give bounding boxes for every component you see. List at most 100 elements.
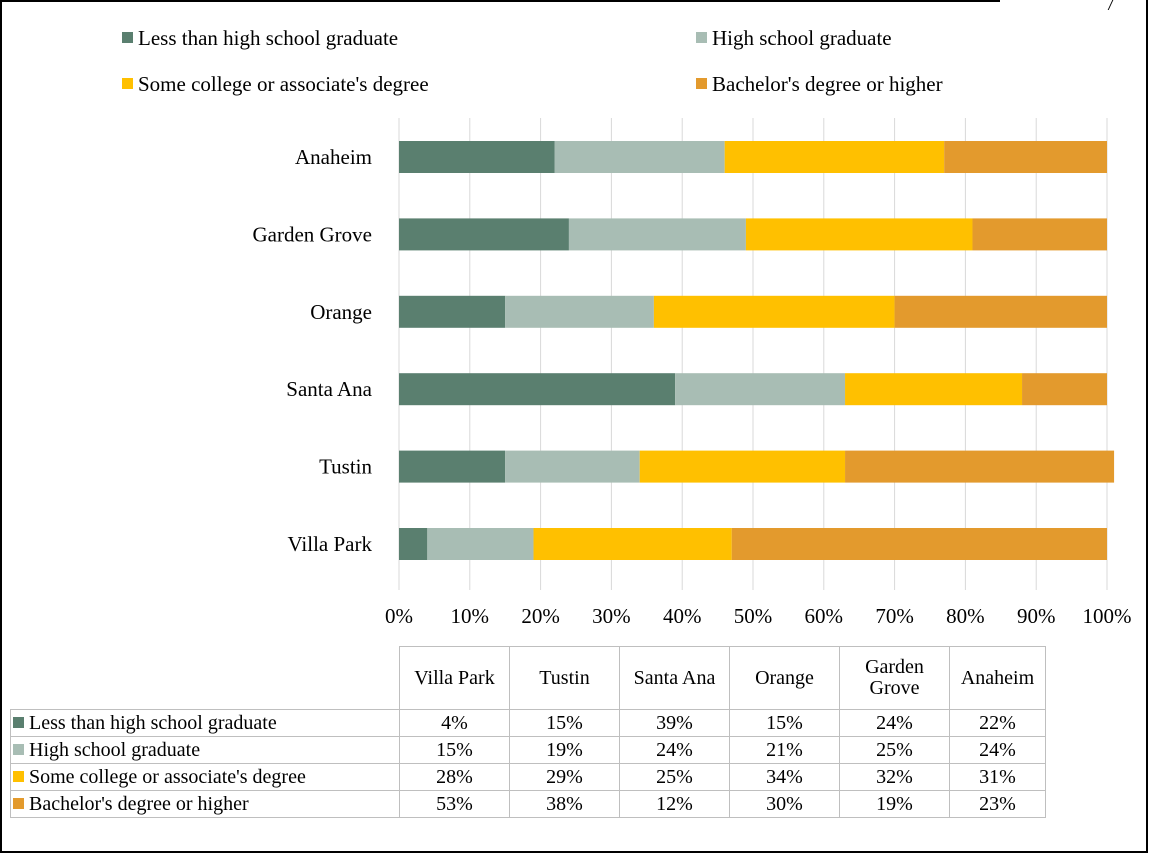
category-label: Anaheim (295, 145, 372, 169)
table-cell: 32% (839, 763, 950, 791)
bar-segment (399, 450, 506, 483)
legend-swatch-some-college (122, 78, 133, 89)
table-row-label: High school graduate (10, 736, 400, 764)
table-cell: 25% (619, 763, 730, 791)
table-cell: 24% (839, 709, 950, 737)
table-col-header: Garden Grove (839, 646, 950, 710)
bars (399, 141, 1115, 560)
x-tick-label: 0% (385, 604, 413, 628)
category-label: Garden Grove (252, 222, 372, 246)
table-cell: 24% (619, 736, 730, 764)
bar-segment (568, 218, 746, 251)
bar-segment (1022, 373, 1107, 406)
table-cell: 15% (509, 709, 620, 737)
bar-segment (505, 450, 640, 483)
table-col-header: Anaheim (949, 646, 1046, 710)
table-cell: 23% (949, 790, 1046, 818)
table-cell: 24% (949, 736, 1046, 764)
table-cell: 22% (949, 709, 1046, 737)
bar-segment (399, 141, 555, 173)
legend-swatch-less-than-hs (122, 32, 133, 43)
table-header-row: Villa Park Tustin Santa Ana Orange Garde… (10, 646, 1046, 710)
table-cell: 34% (729, 763, 840, 791)
bar-segment (639, 450, 846, 483)
table-cell: 15% (399, 736, 510, 764)
table-cell: 28% (399, 763, 510, 791)
table-cell: 21% (729, 736, 840, 764)
table-col-header: Santa Ana (619, 646, 730, 710)
bar-segment (724, 141, 945, 173)
bar-segment (399, 218, 569, 251)
table-row: Bachelor's degree or higher 53% 38% 12% … (10, 790, 1046, 818)
bar-segment (399, 295, 506, 328)
legend-swatch-less-than-hs (13, 716, 24, 728)
legend-swatch-bachelors (13, 797, 24, 809)
table-cell: 53% (399, 790, 510, 818)
bar-segment (972, 218, 1107, 251)
category-label: Santa Ana (286, 377, 372, 401)
table-row: Some college or associate's degree 28% 2… (10, 763, 1046, 791)
bar-segment (399, 528, 428, 560)
bar-segment (533, 528, 732, 560)
bar-segment (505, 295, 654, 328)
x-tick-label: 50% (734, 604, 773, 628)
bar-segment (845, 373, 1023, 406)
bar-segment (653, 295, 895, 328)
bar-segment (894, 295, 1107, 328)
x-tick-label: 30% (592, 604, 631, 628)
table-col-header: Tustin (509, 646, 620, 710)
bar-segment (944, 141, 1107, 173)
legend-label: Some college or associate's degree (138, 72, 429, 96)
legend: Less than high school graduate High schoo… (122, 26, 943, 96)
x-tick-label: 80% (946, 604, 985, 628)
table-cell: 19% (839, 790, 950, 818)
gridlines (398, 118, 1108, 590)
x-tick-label: 40% (663, 604, 702, 628)
stacked-bar-chart: Less than high school graduate High schoo… (122, 26, 1132, 628)
legend-swatch-some-college (13, 770, 24, 782)
bar-segment (731, 528, 1107, 560)
frame-top-border (0, 0, 1000, 2)
bar-segment (845, 450, 1115, 483)
category-labels: Anaheim Garden Grove Orange Santa Ana Tustin… (252, 145, 372, 556)
category-label: Orange (310, 300, 372, 324)
table-cell: 30% (729, 790, 840, 818)
legend-swatch-hs-grad (696, 32, 707, 43)
table-cell: 38% (509, 790, 620, 818)
x-tick-label: 90% (1017, 604, 1056, 628)
table-cell: 15% (729, 709, 840, 737)
legend-label: Bachelor's degree or higher (712, 72, 943, 96)
table-row-label: Some college or associate's degree (10, 763, 400, 791)
x-tick-label: 60% (805, 604, 844, 628)
table-cell: 29% (509, 763, 620, 791)
category-label: Villa Park (288, 532, 373, 556)
category-label: Tustin (319, 455, 372, 479)
legend-swatch-hs-grad (13, 743, 24, 755)
table-row-label: Bachelor's degree or higher (10, 790, 400, 818)
table-row: Less than high school graduate 4% 15% 39… (10, 709, 1046, 737)
table-row-label: Less than high school graduate (10, 709, 400, 737)
bar-segment (554, 141, 725, 173)
legend-swatch-bachelors (696, 78, 707, 89)
table-cell: 25% (839, 736, 950, 764)
x-tick-label: 70% (875, 604, 914, 628)
table-cell: 4% (399, 709, 510, 737)
legend-label: High school graduate (712, 26, 892, 50)
table-cell: 39% (619, 709, 730, 737)
table-cell: 12% (619, 790, 730, 818)
table-cell: 31% (949, 763, 1046, 791)
data-table: Villa Park Tustin Santa Ana Orange Garde… (10, 646, 1046, 818)
bar-segment (399, 373, 676, 406)
bar-segment (745, 218, 973, 251)
bar-segment (675, 373, 846, 406)
table-cell: 19% (509, 736, 620, 764)
x-tick-label: 20% (521, 604, 560, 628)
legend-label: Less than high school graduate (138, 26, 398, 50)
table-col-header: Orange (729, 646, 840, 710)
x-axis-ticks: 0% 10% 20% 30% 40% 50% 60% 70% 80% 90% 100% (385, 604, 1132, 628)
table-col-header: Villa Park (399, 646, 510, 710)
x-tick-label: 100% (1083, 604, 1132, 628)
table-corner (10, 646, 400, 710)
x-tick-label: 10% (451, 604, 490, 628)
